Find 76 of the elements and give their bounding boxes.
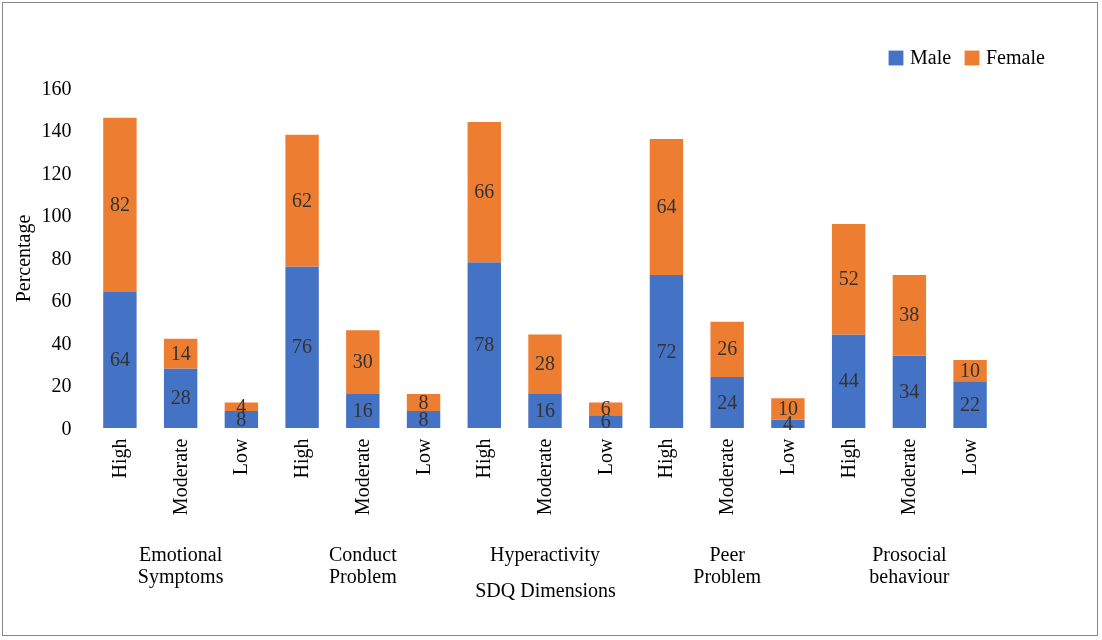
data-label: 38 xyxy=(899,303,920,326)
x-tick-label: High xyxy=(472,438,496,479)
x-tick-label: High xyxy=(836,438,860,479)
legend-label: Male xyxy=(910,46,952,68)
x-tick-label: Low xyxy=(593,437,616,476)
text: Conduct Problem xyxy=(328,543,398,587)
data-label: 34 xyxy=(899,379,920,402)
data-label: 64 xyxy=(109,348,130,370)
y-tick-label: 60 xyxy=(51,289,72,311)
bar xyxy=(710,377,744,428)
data-label: 82 xyxy=(109,192,130,215)
data-label: 26 xyxy=(717,337,738,360)
x-tick-label: Low xyxy=(411,437,434,476)
data-label: 64 xyxy=(656,195,677,217)
data-label: 28 xyxy=(170,386,191,409)
y-tick-label: 160 xyxy=(41,76,72,99)
bar xyxy=(710,321,744,377)
text: Prosocial behaviour xyxy=(869,543,950,587)
bar xyxy=(649,275,684,428)
data-label: 8 xyxy=(418,390,429,413)
x-tick-label: High xyxy=(107,438,131,479)
text: Emotional Symptoms xyxy=(137,543,224,588)
bar xyxy=(953,381,987,428)
data-label: 10 xyxy=(960,358,981,381)
data-label: 16 xyxy=(352,399,373,421)
y-tick-label: 20 xyxy=(51,374,72,396)
data-label: 28 xyxy=(535,352,555,375)
data-label: 62 xyxy=(292,188,313,211)
y-axis-title: Percentage xyxy=(11,214,35,303)
data-label: 72 xyxy=(656,339,677,362)
bar xyxy=(346,330,380,394)
x-axis-title: SDQ Dimensions xyxy=(475,579,616,602)
bar xyxy=(346,394,380,428)
y-tick-label: 140 xyxy=(41,119,72,141)
x-tick-label: Low xyxy=(775,437,798,476)
bar xyxy=(467,262,501,428)
bar xyxy=(831,224,866,335)
x-tick-label: Moderate xyxy=(897,438,920,516)
x-tick-label: High xyxy=(654,438,678,479)
data-label: 52 xyxy=(838,267,859,290)
data-label: 22 xyxy=(960,392,981,415)
x-tick-label: High xyxy=(290,438,314,479)
y-tick-label: 40 xyxy=(51,331,72,354)
legend-label: Female xyxy=(986,46,1045,68)
bar xyxy=(285,134,319,267)
bar xyxy=(831,334,866,428)
bar xyxy=(892,275,927,356)
y-tick-label: 120 xyxy=(41,161,72,184)
x-tick-label: Moderate xyxy=(715,438,738,516)
x-tick-label: Moderate xyxy=(533,438,555,516)
bar xyxy=(103,292,137,428)
bar xyxy=(649,139,684,275)
data-label: 78 xyxy=(474,333,495,356)
bar xyxy=(103,117,137,292)
data-label: 24 xyxy=(717,390,738,413)
data-label: 44 xyxy=(838,369,859,392)
x-tick-label: Moderate xyxy=(168,438,191,516)
bar xyxy=(467,122,501,263)
data-label: 14 xyxy=(170,341,191,364)
bar xyxy=(528,394,562,428)
data-label: 30 xyxy=(352,350,373,373)
x-tick-label: Moderate xyxy=(350,438,373,516)
bar xyxy=(892,355,927,428)
bar xyxy=(163,368,198,428)
y-tick-label: 0 xyxy=(61,416,72,439)
data-label: 66 xyxy=(474,180,495,203)
data-label: 16 xyxy=(535,399,555,421)
bar xyxy=(528,334,562,394)
text: Peer Problem xyxy=(693,543,762,587)
bar xyxy=(285,266,319,428)
y-tick-label: 80 xyxy=(51,246,72,269)
data-label: 76 xyxy=(292,335,313,358)
x-tick-label: Low xyxy=(229,437,252,476)
text: Hyperactivity xyxy=(490,543,600,566)
y-tick-label: 100 xyxy=(41,204,72,226)
x-tick-label: Low xyxy=(958,437,981,476)
